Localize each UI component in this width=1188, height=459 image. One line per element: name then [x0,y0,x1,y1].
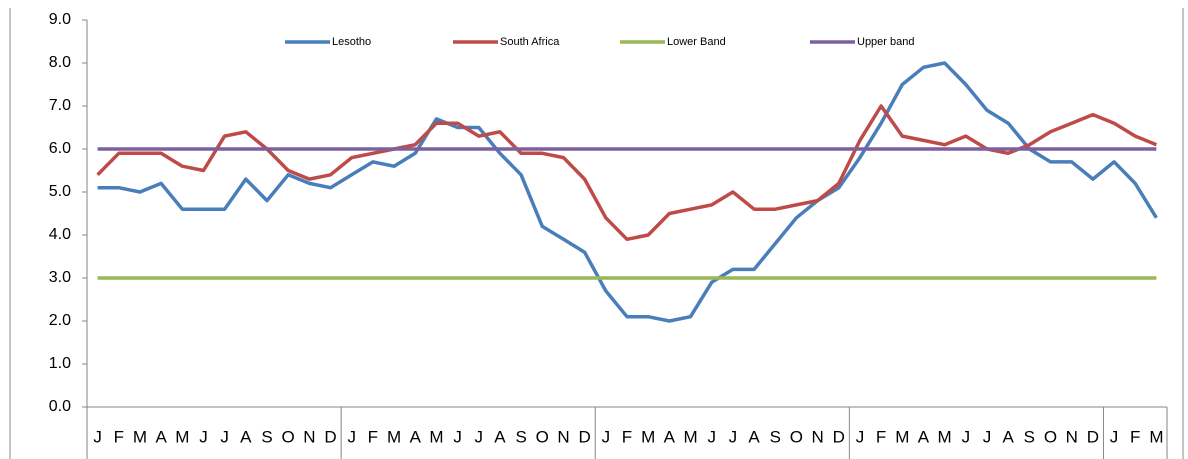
x-tick-label: J [729,427,738,446]
x-tick-label: F [368,427,378,446]
x-tick-label: J [1110,427,1119,446]
x-tick-label: J [602,427,611,446]
x-tick-label: O [536,427,549,446]
x-tick-label: J [93,427,102,446]
x-tick-label: O [282,427,295,446]
x-tick-label: J [453,427,462,446]
y-tick-label: 1.0 [49,355,71,372]
series-line [96,104,1158,242]
x-tick-label: M [429,427,443,446]
x-tick-label: M [133,427,147,446]
x-tick-label: O [1044,427,1057,446]
x-tick-label: M [175,427,189,446]
x-tick-label: J [199,427,208,446]
x-tick-label: D [324,427,336,446]
x-tick-label: N [557,427,569,446]
x-tick-label: J [347,427,356,446]
x-tick-label: M [641,427,655,446]
x-tick-label: N [303,427,315,446]
x-tick-label: D [833,427,845,446]
y-tick-label: 5.0 [49,183,71,200]
legend-label: Lower Band [667,36,726,48]
y-tick-label: 7.0 [49,97,71,114]
x-tick-label: A [748,427,760,446]
x-tick-label: F [622,427,632,446]
x-tick-label: O [790,427,803,446]
y-tick-label: 4.0 [49,226,71,243]
x-tick-label: F [876,427,886,446]
x-tick-label: J [856,427,865,446]
x-tick-label: S [515,427,526,446]
x-tick-label: J [962,427,971,446]
x-tick-label: S [1024,427,1035,446]
legend-label: South Africa [500,36,560,48]
legend-label: Lesotho [332,36,371,48]
x-tick-label: N [811,427,823,446]
series-line [97,61,1158,323]
x-tick-label: J [475,427,484,446]
x-tick-label: F [114,427,124,446]
x-tick-label: F [1130,427,1140,446]
x-tick-label: D [579,427,591,446]
x-tick-label: M [895,427,909,446]
legend-label: Upper band [857,36,915,48]
x-tick-label: J [707,427,716,446]
x-tick-label: A [240,427,252,446]
y-tick-label: 3.0 [49,269,71,286]
x-tick-label: S [770,427,781,446]
x-tick-label: A [1003,427,1015,446]
x-tick-label: A [410,427,422,446]
y-tick-label: 6.0 [49,140,71,157]
x-tick-label: A [494,427,506,446]
x-tick-label: M [683,427,697,446]
x-tick-label: J [220,427,229,446]
x-tick-label: M [387,427,401,446]
x-tick-label: M [1149,427,1163,446]
x-tick-label: A [664,427,676,446]
x-tick-label: M [938,427,952,446]
x-tick-label: N [1066,427,1078,446]
x-tick-label: A [155,427,167,446]
x-tick-label: S [261,427,272,446]
y-tick-label: 8.0 [49,54,71,71]
y-tick-label: 2.0 [49,312,71,329]
x-tick-label: D [1087,427,1099,446]
y-tick-label: 9.0 [49,11,71,28]
x-tick-label: A [918,427,930,446]
y-tick-label: 0.0 [49,398,71,415]
x-tick-label: J [983,427,992,446]
